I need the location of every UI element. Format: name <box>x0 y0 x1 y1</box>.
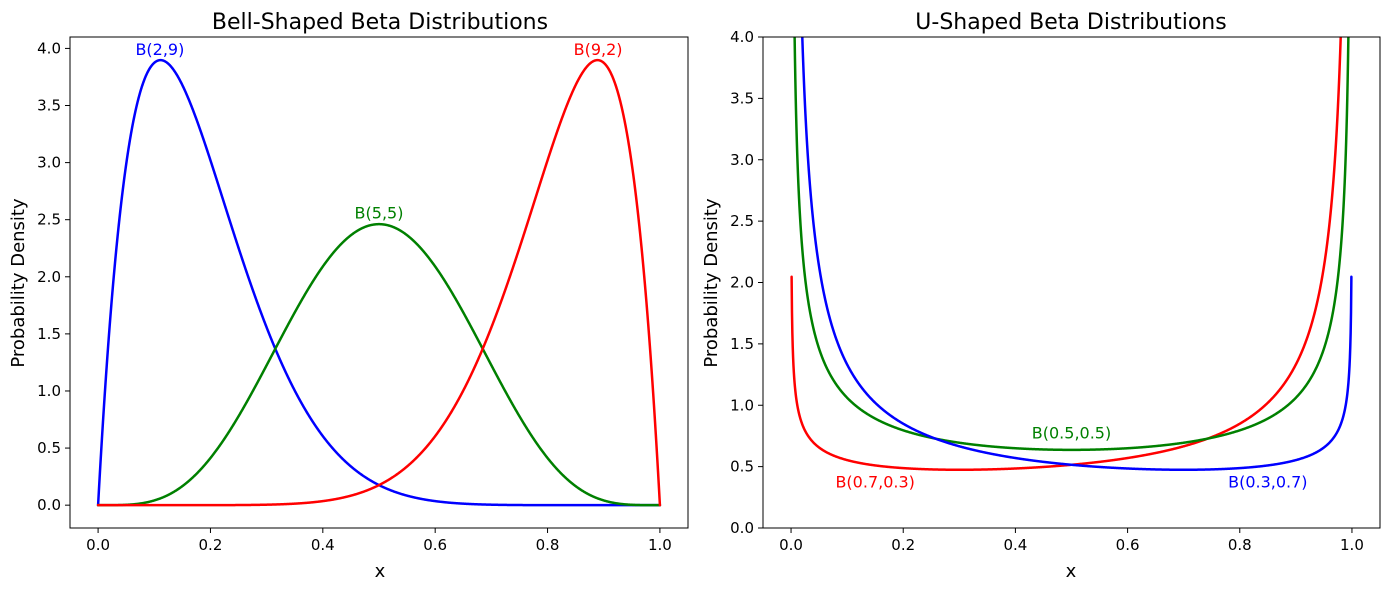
y-tick-label: 3.5 <box>37 97 61 115</box>
y-tick-label: 4.0 <box>730 28 754 46</box>
annotation-label: B(2,9) <box>135 40 184 59</box>
annotation-label: B(0.5,0.5) <box>1032 424 1111 443</box>
y-tick-label: 1.5 <box>37 325 61 343</box>
y-tick-label: 2.5 <box>730 212 754 230</box>
y-tick-label: 4.0 <box>37 39 61 57</box>
x-tick-label: 0.8 <box>536 536 560 554</box>
series-line-b-5-5 <box>96 222 662 507</box>
x-tick-label: 0.8 <box>1228 536 1252 554</box>
x-tick-label: 0.4 <box>311 536 335 554</box>
chart-panel-u: U-Shaped Beta Distributions x Probabilit… <box>701 10 1381 582</box>
y-tick-label: 2.5 <box>37 211 61 229</box>
y-tick-label: 1.0 <box>730 396 754 414</box>
y-tick-label: 0.5 <box>37 439 61 457</box>
y-tick-label: 0.5 <box>730 458 754 476</box>
x-axis-label: x <box>1066 561 1077 582</box>
series-line-b-9-2 <box>96 58 662 507</box>
annotation-label: B(0.7,0.3) <box>835 473 914 492</box>
series-line-b-0-5-0-5 <box>793 37 1350 452</box>
x-tick-label: 0.4 <box>1003 536 1027 554</box>
x-tick-label: 0.0 <box>86 536 110 554</box>
annotation-label: B(5,5) <box>355 203 404 222</box>
plot-frame <box>762 36 1381 529</box>
y-axis-label: Probability Density <box>8 198 29 368</box>
x-tick-label: 1.0 <box>1340 536 1364 554</box>
x-tick-label: 0.0 <box>779 536 803 554</box>
curves <box>96 58 662 507</box>
y-tick-label: 1.5 <box>730 335 754 353</box>
x-axis-label: x <box>375 561 386 582</box>
y-tick-label: 1.0 <box>37 382 61 400</box>
y-tick-label: 0.0 <box>37 496 61 514</box>
chart-title: U-Shaped Beta Distributions <box>915 10 1226 35</box>
y-tick-label: 3.0 <box>37 154 61 172</box>
x-tick-label: 0.6 <box>423 536 447 554</box>
series-line-b-2-9 <box>96 58 662 507</box>
y-tick-label: 2.0 <box>730 274 754 292</box>
x-tick-label: 0.6 <box>1116 536 1140 554</box>
annotation-label: B(0.3,0.7) <box>1228 473 1307 492</box>
annotation-label: B(9,2) <box>574 40 623 59</box>
curves <box>790 37 1353 472</box>
y-tick-label: 2.0 <box>37 268 61 286</box>
x-tick-label: 0.2 <box>199 536 223 554</box>
x-tick-label: 0.2 <box>891 536 915 554</box>
chart-title: Bell-Shaped Beta Distributions <box>212 10 548 35</box>
y-tick-label: 0.0 <box>730 519 754 537</box>
chart-panel-bell: Bell-Shaped Beta Distributions x Probabi… <box>8 10 689 582</box>
series-line-b-0-7-0-3 <box>790 37 1342 472</box>
y-tick-label: 3.5 <box>730 89 754 107</box>
plot-frame <box>69 36 689 529</box>
x-tick-label: 1.0 <box>648 536 672 554</box>
series-line-b-0-3-0-7 <box>801 37 1353 472</box>
y-tick-label: 3.0 <box>730 151 754 169</box>
y-axis-label: Probability Density <box>701 198 722 368</box>
